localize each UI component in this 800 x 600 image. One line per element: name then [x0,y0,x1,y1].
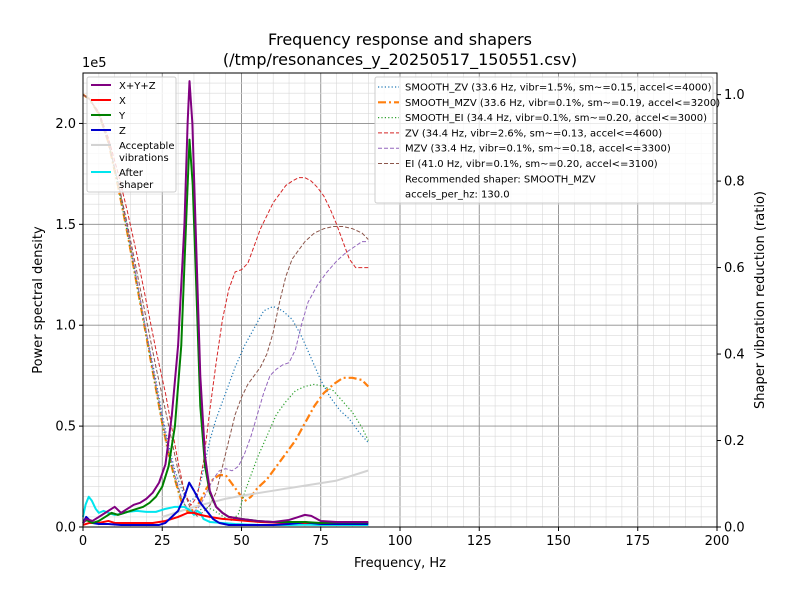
y-offset-text: 1e5 [82,56,107,71]
y-tick-label: 0.5 [55,420,76,435]
series-line-x-y-z [82,80,369,524]
y2-tick-label: 0.8 [724,175,745,190]
x-tick-label: 100 [388,534,413,549]
y-tick-label: 2.0 [55,117,76,132]
y-tick-label: 1.5 [55,218,76,233]
legend-label: SMOOTH_MZV (33.6 Hz, vibr=0.1%, sm~=0.19… [405,98,720,109]
x-tick-label: 150 [546,534,571,549]
tick-labels-layer: 0 25 50 75 100 125 150 175 2000.00.51.01.52.00.0… [55,88,744,549]
legend-label: SMOOTH_EI (34.4 Hz, vibr=0.1%, sm~=0.20,… [405,113,707,124]
axes-layer [79,72,721,531]
x-tick-label: 75 [312,534,329,549]
legend-label: Y [118,111,126,122]
legend-label: MZV (33.4 Hz, vibr=0.1%, sm~=0.18, accel… [405,144,671,155]
x-tick-label: 200 [705,534,730,549]
legend-label: Recommended shaper: SMOOTH_MZV [405,174,596,185]
y2-tick-label: 0.6 [724,261,745,276]
legend-label: vibrations [119,153,169,164]
y-tick-label: 0.0 [55,521,76,536]
series-line-smooth-mzv [82,93,370,513]
x-tick-label: 50 [233,534,250,549]
y2-tick-label: 0.2 [724,434,745,449]
x-tick-label: 175 [625,534,650,549]
x-tick-label: 125 [467,534,492,549]
x-axis-label: Frequency, Hz [354,556,446,571]
y2-tick-label: 1.0 [724,88,745,103]
legend-label: shaper [119,180,154,191]
y-axis-label: Power spectral density [31,226,46,374]
chart-title: Frequency response and shapers [268,30,532,49]
legend-label: X [119,96,126,107]
y2-tick-label: 0.0 [724,521,745,536]
y2-axis-label: Shaper vibration reduction (ratio) [753,191,768,409]
series-line-acceptable [161,469,369,518]
legend-right-box [374,76,714,204]
legend-right: SMOOTH_ZV (33.6 Hz, vibr=1.5%, sm~=0.15,… [374,76,720,204]
series-layer [82,80,370,526]
x-tick-label: 25 [154,534,171,549]
legend-label: X+Y+Z [119,81,156,92]
legend-label: SMOOTH_ZV (33.6 Hz, vibr=1.5%, sm~=0.15,… [405,83,712,94]
series-line-zv [82,94,369,506]
legend-label: After [119,168,144,179]
series-line-smooth-ei [82,94,369,522]
legend-label: Acceptable [119,141,175,152]
chart-subtitle: (/tmp/resonances_y_20250517_150551.csv) [223,50,577,70]
series-line-mzv [82,94,369,513]
x-tick-label: 0 [79,534,87,549]
y2-tick-label: 0.4 [724,348,745,363]
legend-left-box [86,76,177,193]
legend-label: accels_per_hz: 130.0 [405,190,510,201]
legend-label: Z [119,126,126,137]
legend-label: EI (41.0 Hz, vibr=0.1%, sm~=0.20, accel<… [405,159,658,170]
series-line-ei [82,94,369,517]
legend-label: ZV (34.4 Hz, vibr=2.6%, sm~=0.13, accel<… [405,128,662,139]
y-tick-label: 1.0 [55,319,76,334]
